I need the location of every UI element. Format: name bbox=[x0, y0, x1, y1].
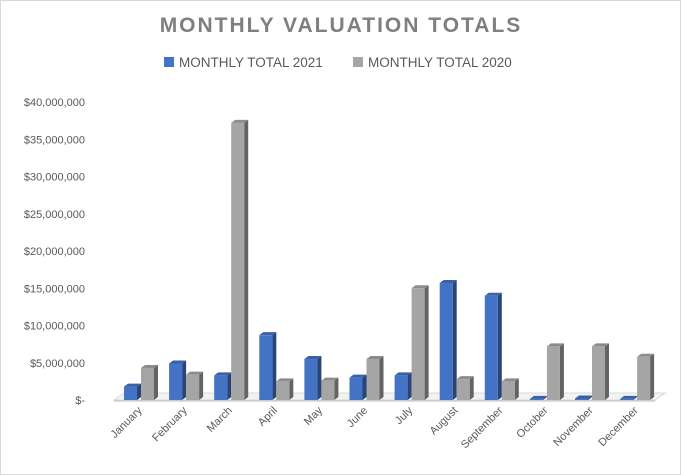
y-tick-label: $30,000,000 bbox=[24, 172, 85, 184]
bar bbox=[169, 360, 187, 400]
bar bbox=[366, 356, 384, 400]
y-axis: $- $5,000,000 $10,000,000 $15,000,000 $20,00… bbox=[24, 97, 86, 407]
bar bbox=[529, 395, 547, 400]
bars bbox=[124, 119, 655, 401]
bar bbox=[349, 374, 367, 400]
bar bbox=[321, 377, 339, 400]
x-tick-label: July bbox=[393, 404, 416, 427]
bar bbox=[276, 378, 294, 400]
bar bbox=[214, 372, 232, 400]
x-tick-label: May bbox=[302, 404, 326, 428]
bar bbox=[186, 371, 204, 400]
bar bbox=[304, 356, 322, 400]
x-tick-label: February bbox=[150, 404, 190, 444]
bar bbox=[501, 378, 519, 400]
bar bbox=[575, 395, 592, 400]
y-tick-label: $5,000,000 bbox=[30, 358, 85, 370]
legend: MONTHLY TOTAL 2021 MONTHLY TOTAL 2020 bbox=[164, 55, 512, 70]
y-tick-label: $- bbox=[75, 395, 85, 407]
bar bbox=[439, 280, 457, 400]
x-tick-label: January bbox=[109, 404, 146, 441]
x-tick-label: August bbox=[428, 405, 461, 438]
chart-title: MONTHLY VALUATION TOTALS bbox=[160, 14, 523, 37]
legend-swatch bbox=[353, 57, 363, 67]
bar bbox=[231, 119, 249, 401]
bar bbox=[592, 343, 609, 400]
floor-plane bbox=[112, 392, 667, 401]
x-tick-label: October bbox=[514, 404, 550, 440]
legend-label: MONTHLY TOTAL 2020 bbox=[368, 55, 512, 70]
x-tick-label: November bbox=[551, 404, 596, 449]
bar bbox=[546, 343, 564, 400]
bar bbox=[637, 353, 655, 400]
x-tick-label: March bbox=[205, 405, 235, 435]
x-tick-label: September bbox=[459, 404, 506, 451]
chart-floor bbox=[112, 392, 667, 402]
bar bbox=[141, 364, 158, 400]
y-tick-label: $20,000,000 bbox=[24, 246, 85, 258]
legend-swatch bbox=[164, 57, 174, 67]
x-tick-label: December bbox=[596, 404, 641, 449]
bar bbox=[394, 372, 412, 400]
bar bbox=[124, 383, 141, 400]
y-tick-label: $40,000,000 bbox=[24, 97, 85, 109]
y-tick-label: $10,000,000 bbox=[24, 321, 85, 333]
bar bbox=[620, 395, 638, 400]
legend-label: MONTHLY TOTAL 2021 bbox=[179, 55, 323, 70]
x-axis: January February March April May June July Augu… bbox=[109, 404, 641, 451]
y-tick-label: $15,000,000 bbox=[24, 283, 85, 295]
bar bbox=[411, 285, 429, 400]
y-tick-label: $35,000,000 bbox=[24, 134, 85, 146]
bar bbox=[259, 332, 277, 400]
bar bbox=[456, 376, 474, 400]
y-tick-label: $25,000,000 bbox=[24, 209, 85, 221]
x-tick-label: June bbox=[345, 405, 370, 430]
bar bbox=[484, 292, 502, 400]
x-tick-label: April bbox=[256, 405, 280, 429]
